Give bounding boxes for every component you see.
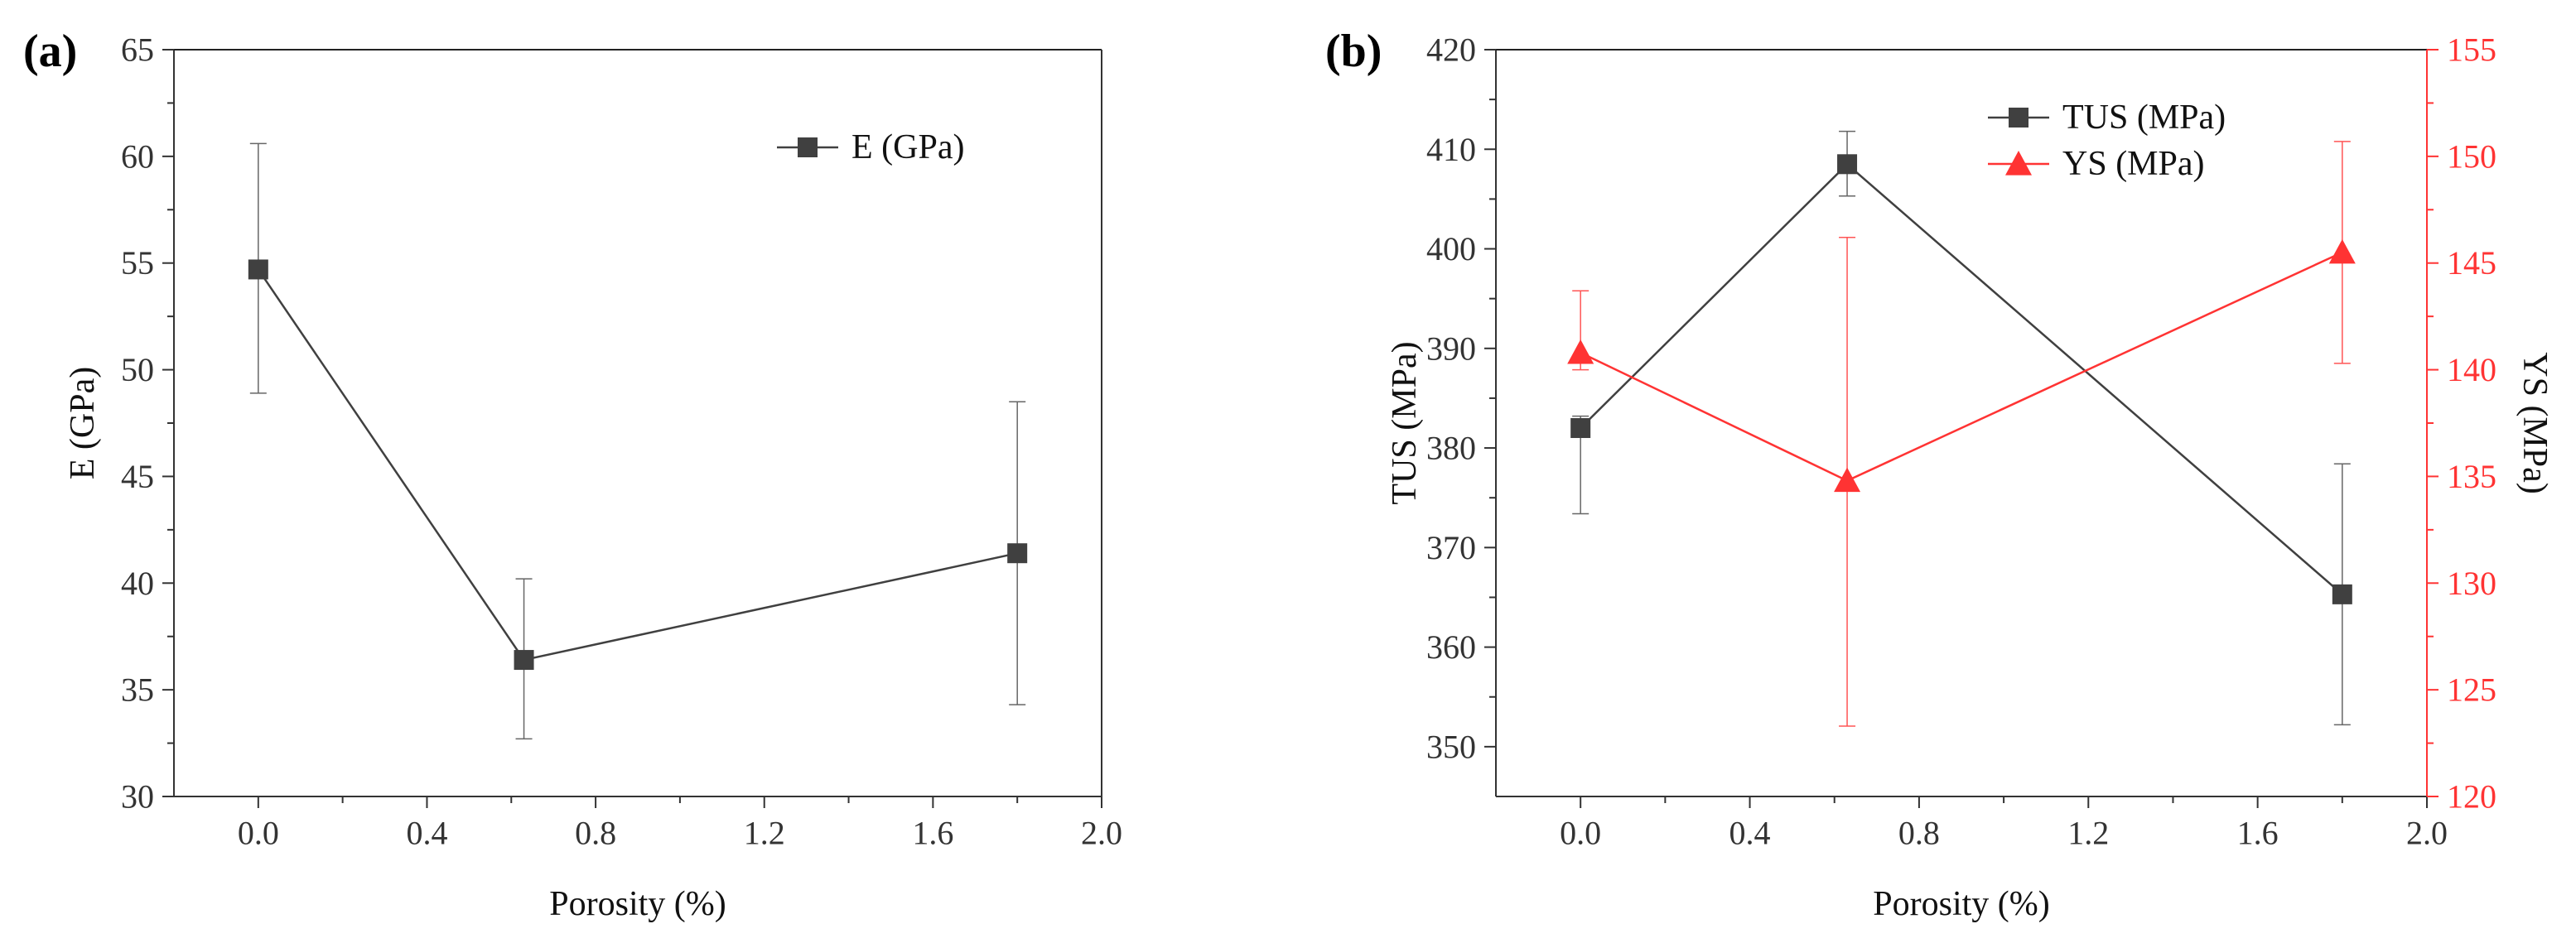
x-tick-label: 0.8 xyxy=(575,815,616,852)
legend: TUS (MPa) YS (MPa) xyxy=(1988,99,2226,183)
y-right-tick-label: 140 xyxy=(2447,351,2496,388)
y-right-axis-label: YS (MPa) xyxy=(2516,352,2554,494)
y-tick-label: 400 xyxy=(1426,230,1476,267)
x-tick-label: 0.0 xyxy=(238,815,279,852)
legend-marker xyxy=(2005,151,2032,176)
y-tick-label: 50 xyxy=(121,351,154,388)
chart-panel-b: 0.0 0.4 0.8 1.2 1.6 2.0 350 360 370 380 390 400 410 4… xyxy=(1325,26,2554,923)
y-tick-label: 30 xyxy=(121,778,154,816)
chart-panel-a: 0.0 0.4 0.8 1.2 1.6 2.0 30 35 40 45 50 55 60 65 Porosi… xyxy=(23,26,1122,923)
series-line xyxy=(1580,251,2343,482)
y-tick-label: 35 xyxy=(121,671,154,709)
y-tick-label: 65 xyxy=(121,31,154,69)
y-right-tick-label: 120 xyxy=(2447,778,2496,816)
y-tick-label: 380 xyxy=(1426,430,1476,467)
legend-label: TUS (MPa) xyxy=(2062,99,2226,137)
x-tick-label: 1.6 xyxy=(912,815,953,852)
panel-label: (b) xyxy=(1325,26,1382,77)
series-line xyxy=(1580,162,2343,595)
data-point xyxy=(2328,238,2356,264)
x-axis-label: Porosity (%) xyxy=(549,885,726,923)
legend: E (GPa) xyxy=(777,128,964,166)
x-tick-label: 0.8 xyxy=(1898,815,1940,852)
y-tick-label: 350 xyxy=(1426,728,1476,765)
data-point xyxy=(514,650,534,671)
data-point xyxy=(248,259,268,280)
y-right-tick-label: 155 xyxy=(2447,31,2496,69)
y-axis-label: E (GPa) xyxy=(64,367,102,479)
data-point xyxy=(2332,584,2352,604)
legend-marker xyxy=(2009,108,2028,128)
y-right-tick-label: 145 xyxy=(2447,244,2496,282)
y-tick-label: 390 xyxy=(1426,330,1476,367)
data-point xyxy=(1570,418,1591,439)
y-tick-label: 360 xyxy=(1426,628,1476,666)
x-tick-label: 2.0 xyxy=(2406,815,2448,852)
x-tick-label: 1.6 xyxy=(2237,815,2279,852)
y-right-tick-label: 130 xyxy=(2447,565,2496,602)
y-tick-label: 410 xyxy=(1426,131,1476,168)
x-tick-label: 2.0 xyxy=(1081,815,1122,852)
y-tick-label: 45 xyxy=(121,458,154,495)
y-tick-label: 370 xyxy=(1426,529,1476,566)
legend-label: E (GPa) xyxy=(851,128,964,166)
x-tick-label: 1.2 xyxy=(2067,815,2109,852)
series-tus-mpa- xyxy=(1570,130,2352,726)
panel-label: (a) xyxy=(23,26,77,77)
x-tick-label: 1.2 xyxy=(744,815,785,852)
y-axis-label: TUS (MPa) xyxy=(1386,341,1424,504)
series-ys-mpa- xyxy=(1567,141,2356,727)
legend-marker xyxy=(798,137,818,157)
y-tick-label: 40 xyxy=(121,565,154,602)
x-tick-label: 0.4 xyxy=(1729,815,1771,852)
data-point xyxy=(1567,339,1594,364)
data-point xyxy=(1007,543,1028,564)
y-right-tick-label: 135 xyxy=(2447,458,2496,495)
x-tick-label: 0.4 xyxy=(406,815,447,852)
y-tick-label: 60 xyxy=(121,137,154,175)
data-point xyxy=(1834,467,1861,493)
y-tick-label: 55 xyxy=(121,244,154,282)
y-right-tick-label: 125 xyxy=(2447,671,2496,709)
legend-label: YS (MPa) xyxy=(2062,145,2205,183)
data-point xyxy=(1837,154,1858,175)
x-tick-label: 0.0 xyxy=(1560,815,1601,852)
x-axis-label: Porosity (%) xyxy=(1873,885,2050,923)
y-tick-label: 420 xyxy=(1426,31,1476,69)
y-right-tick-label: 150 xyxy=(2447,137,2496,175)
series-line xyxy=(257,268,1018,662)
series-e-gpa- xyxy=(248,142,1028,740)
